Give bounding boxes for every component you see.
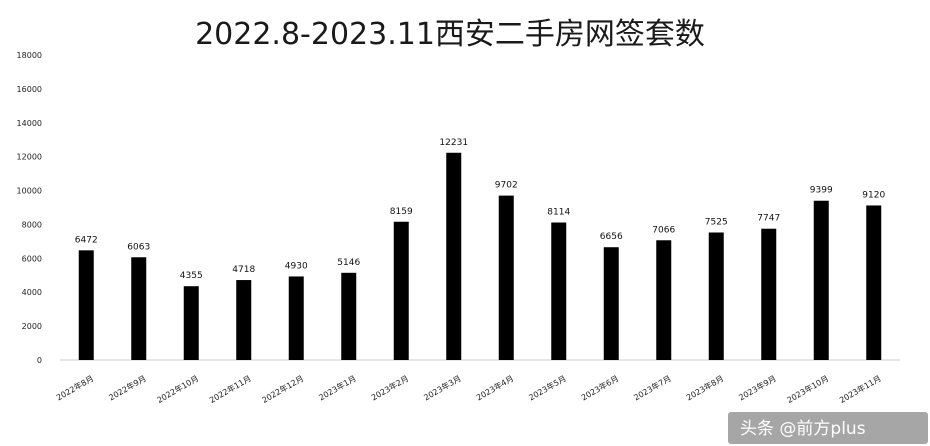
bars: 6472 6063 4355 4718 4930 5146 8159 12231 9702 811…: [75, 138, 885, 360]
x-tick-label: 2022年9月: [107, 373, 148, 402]
data-label: 7525: [705, 217, 728, 227]
y-tick-label: 8000: [22, 220, 42, 229]
data-label: 4930: [285, 261, 308, 271]
data-label: 4718: [232, 265, 255, 275]
y-tick-label: 2000: [22, 322, 42, 331]
bar: [131, 257, 147, 360]
x-tick-label: 2022年10月: [155, 373, 200, 405]
x-tick-label: 2023年5月: [527, 373, 568, 402]
x-tick-label: 2023年2月: [369, 373, 410, 402]
bar: [551, 222, 567, 360]
bar: [341, 272, 357, 360]
bar: [288, 276, 304, 360]
bar: [813, 200, 829, 360]
bar: [236, 280, 252, 360]
y-tick-label: 16000: [17, 85, 42, 94]
x-tick-label: 2023年10月: [785, 373, 830, 405]
y-tick-label: 4000: [22, 288, 42, 297]
data-label: 6656: [600, 232, 623, 242]
data-label: 12231: [439, 138, 468, 148]
x-tick-label: 2023年4月: [474, 373, 515, 402]
x-tick-label: 2023年11月: [837, 373, 882, 405]
bar: [603, 247, 619, 360]
bar: [498, 195, 514, 360]
bar: [866, 205, 882, 360]
x-tick-label: 2023年7月: [632, 373, 673, 402]
bar: [708, 232, 724, 360]
data-label: 9702: [495, 181, 518, 191]
data-label: 8159: [390, 207, 413, 217]
bar: [393, 221, 409, 360]
y-tick-label: 6000: [22, 254, 42, 263]
x-tick-label: 2023年1月: [317, 373, 358, 402]
y-tick-label: 0: [37, 356, 42, 365]
data-label: 8114: [547, 208, 570, 218]
data-label: 9120: [862, 190, 885, 200]
data-label: 5146: [337, 258, 360, 268]
bar: [183, 286, 199, 360]
watermark: 头条 @前方plus: [728, 412, 928, 444]
data-label: 6063: [127, 242, 150, 252]
y-tick-label: 12000: [17, 153, 42, 162]
y-axis: 0 2000 4000 6000 8000 10000 12000 14000 16000 180…: [17, 51, 42, 365]
y-tick-label: 18000: [17, 51, 42, 60]
bar: [656, 240, 672, 360]
watermark-background: [728, 412, 928, 444]
chart-title: 2022.8-2023.11西安二手房网签套数: [195, 17, 705, 52]
x-tick-label: 2023年9月: [737, 373, 778, 402]
data-label: 7066: [652, 225, 675, 235]
x-tick-label: 2023年3月: [422, 373, 463, 402]
data-label: 6472: [75, 235, 98, 245]
x-tick-label: 2023年6月: [579, 373, 620, 402]
bar: [78, 250, 94, 360]
y-tick-label: 10000: [17, 187, 42, 196]
bar: [761, 228, 777, 360]
x-tick-label: 2023年8月: [684, 373, 725, 402]
x-tick-label: 2022年11月: [207, 373, 252, 405]
data-label: 9399: [810, 186, 833, 196]
x-tick-label: 2022年8月: [54, 373, 95, 402]
x-tick-label: 2022年12月: [260, 373, 305, 405]
data-label: 4355: [180, 271, 203, 281]
y-tick-label: 14000: [17, 119, 42, 128]
watermark-text: 头条 @前方plus: [740, 419, 866, 439]
data-label: 7747: [757, 214, 780, 224]
x-axis: 2022年8月 2022年9月 2022年10月 2022年11月 2022年12月 20…: [54, 373, 882, 405]
bar: [446, 152, 462, 360]
